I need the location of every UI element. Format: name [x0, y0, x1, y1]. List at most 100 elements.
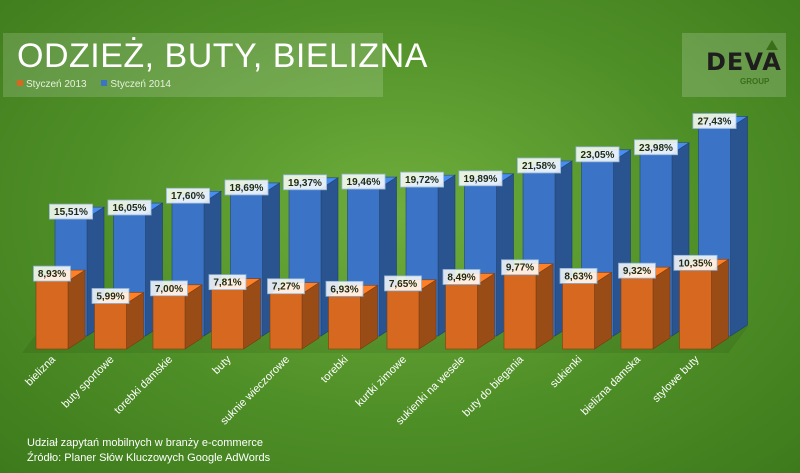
label-2013-10-text: 9,32% — [623, 266, 651, 277]
label-2014-3: 18,69% — [224, 179, 269, 196]
category-label-8: buty do biegania — [461, 353, 527, 419]
label-2013-1-box — [91, 288, 130, 304]
label-2013-0-text: 8,93% — [38, 269, 66, 280]
label-2014-11-box — [692, 113, 737, 129]
title-panel: ODZIEŻ, BUTY, BIELIZNA Styczeń 2013 Styc… — [3, 33, 427, 97]
category-label-5: torebki — [319, 354, 351, 386]
bar-2013-6-front — [386, 290, 420, 350]
label-2014-1: 16,05% — [107, 199, 152, 216]
label-2013-4: 7,27% — [267, 278, 305, 295]
label-2014-10-text: 23,98% — [639, 143, 673, 154]
label-2014-7: 19,89% — [458, 170, 503, 187]
bar-2013-8-side — [535, 263, 554, 350]
label-2014-6-box — [399, 171, 444, 188]
category-label-2: torebki damskie — [112, 354, 175, 417]
label-2014-5: 19,46% — [341, 173, 386, 190]
label-2013-10-box — [618, 262, 656, 279]
label-2013-8-text: 9,77% — [506, 263, 534, 274]
bar-2013-1-front — [94, 303, 127, 350]
label-2014-0: 15,51% — [49, 203, 94, 220]
label-2013-0-box — [33, 265, 71, 282]
label-2013-5-text: 6,93% — [330, 284, 358, 295]
label-2013-9: 8,63% — [559, 268, 598, 284]
legend-swatch-2013 — [17, 80, 23, 86]
label-2014-8-text: 21,58% — [522, 161, 556, 172]
bar-2013-11-front — [679, 270, 712, 350]
bar-2013-9 — [561, 271, 613, 350]
label-2013-8-box — [501, 259, 539, 276]
category-label-11: stylowe buty — [650, 353, 702, 405]
bar-2013-4 — [268, 282, 321, 350]
label-2014-4: 19,37% — [282, 174, 327, 191]
label-2014-3-box — [224, 179, 269, 196]
label-2014-0-box — [49, 203, 94, 220]
page-title: ODZIEŻ, BUTY, BIELIZNA — [17, 37, 428, 75]
category-label-10: bielizna damska — [579, 353, 644, 418]
label-2013-4-text: 7,27% — [272, 282, 300, 293]
label-2014-9-box — [575, 146, 620, 163]
logo-subtext: GROUP — [740, 77, 770, 86]
logo-mark-icon — [766, 40, 778, 50]
legend: Styczeń 2013 Styczeń 2014 — [17, 79, 183, 90]
bar-2013-11 — [678, 258, 730, 350]
label-2013-10: 9,32% — [618, 262, 656, 279]
label-2013-3-text: 7,81% — [213, 278, 241, 289]
category-label-3: buty — [210, 353, 234, 377]
label-2014-7-box — [458, 170, 503, 187]
label-2014-5-box — [341, 173, 386, 190]
bar-2013-10-front — [620, 277, 654, 350]
bar-2013-10-side — [652, 266, 671, 350]
bar-2013-0-front — [35, 280, 69, 350]
label-2013-2: 7,00% — [150, 280, 188, 297]
label-2014-8: 21,58% — [517, 157, 562, 174]
footer-line-1: Udział zapytań mobilnych w branży e-comm… — [27, 437, 263, 449]
label-2013-11-text: 10,35% — [679, 258, 713, 269]
label-2014-9-text: 23,05% — [581, 150, 615, 161]
label-2014-11-text: 27,43% — [698, 117, 732, 128]
label-2013-2-box — [150, 280, 188, 297]
bar-2013-8-front — [503, 274, 537, 350]
label-2014-8-box — [517, 157, 562, 174]
bar-2013-2-front — [152, 295, 186, 350]
label-2013-3-box — [208, 274, 247, 291]
bar-2013-8 — [502, 263, 555, 350]
label-2013-6: 7,65% — [384, 275, 422, 292]
label-2014-6-text: 19,72% — [405, 175, 439, 186]
label-2013-8: 9,77% — [501, 259, 539, 276]
label-2013-5: 6,93% — [325, 280, 364, 297]
bar-2013-9-side — [594, 271, 612, 350]
label-2014-10-box — [634, 139, 679, 156]
label-2013-7: 8,49% — [442, 269, 481, 285]
label-2013-6-box — [384, 275, 422, 292]
label-2014-2-text: 17,60% — [171, 191, 205, 202]
bar-2013-0 — [34, 269, 87, 350]
legend-label-2013: Styczeń 2013 — [26, 79, 87, 90]
label-2014-0-text: 15,51% — [54, 207, 88, 218]
label-2014-10: 23,98% — [634, 139, 679, 156]
label-2013-5-box — [325, 280, 364, 297]
label-2013-1-text: 5,99% — [96, 291, 124, 302]
bar-2013-9-front — [562, 283, 595, 350]
label-2014-1-text: 16,05% — [113, 203, 147, 214]
label-2013-7-text: 8,49% — [447, 272, 475, 283]
bar-2014-11-side — [730, 115, 748, 337]
legend-item-2013: Styczeń 2013 — [17, 79, 87, 90]
label-2013-6-text: 7,65% — [389, 279, 417, 290]
category-label-1: buty sportowe — [60, 354, 117, 411]
logo-text: DEVA — [706, 48, 782, 76]
label-2013-9-box — [559, 268, 598, 284]
label-2014-4-text: 19,37% — [288, 178, 322, 189]
label-2013-9-text: 8,63% — [564, 271, 592, 282]
legend-item-2014: Styczeń 2014 — [101, 79, 171, 90]
label-2014-7-text: 19,89% — [464, 174, 498, 185]
bar-2013-4-front — [269, 293, 303, 350]
category-label-9: sukienki — [548, 354, 585, 391]
label-2013-2-text: 7,00% — [155, 284, 183, 295]
label-2013-3: 7,81% — [208, 274, 247, 291]
label-2013-0: 8,93% — [33, 265, 71, 282]
bar-2013-11-side — [711, 258, 729, 350]
legend-label-2014: Styczeń 2014 — [110, 79, 171, 90]
label-2014-9: 23,05% — [575, 146, 620, 163]
footer-line-2: Źródło: Planer Słów Kluczowych Google Ad… — [27, 452, 271, 464]
